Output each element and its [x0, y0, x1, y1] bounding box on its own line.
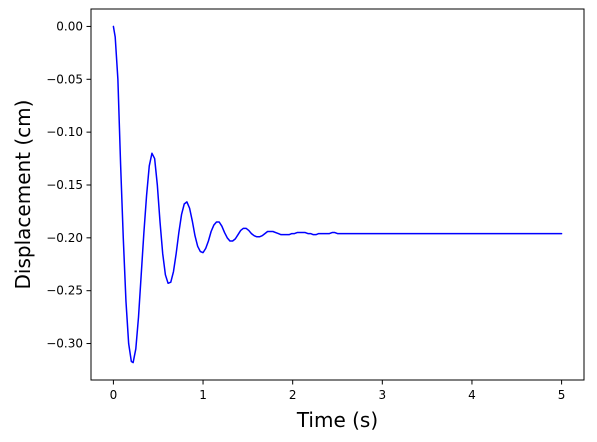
x-tick-label: 5 — [558, 388, 566, 402]
y-tick-label: −0.25 — [46, 284, 83, 298]
x-axis-label: Time (s) — [296, 408, 378, 432]
y-tick-label: −0.30 — [46, 337, 83, 351]
series-line — [112, 25, 563, 364]
plot-frame — [90, 8, 585, 381]
x-tick-label: 1 — [199, 388, 207, 402]
y-tick-label: −0.10 — [46, 125, 83, 139]
x-tick-label: 2 — [289, 388, 297, 402]
y-tick-label: −0.15 — [46, 178, 83, 192]
y-tick-label: −0.20 — [46, 231, 83, 245]
x-tick-label: 0 — [110, 388, 118, 402]
x-tick-label: 4 — [468, 388, 476, 402]
x-tick-label: 3 — [378, 388, 386, 402]
y-axis-ticks: 0.00 −0.05 −0.10 −0.15 −0.20 −0.25 −0.30 — [46, 19, 91, 351]
y-tick-label: −0.05 — [46, 72, 83, 86]
y-axis-label: Displacement (cm) — [11, 100, 35, 290]
x-axis-ticks: 0 1 2 3 4 5 — [110, 380, 566, 402]
y-tick-label: 0.00 — [56, 19, 83, 33]
plot-area — [91, 9, 584, 380]
